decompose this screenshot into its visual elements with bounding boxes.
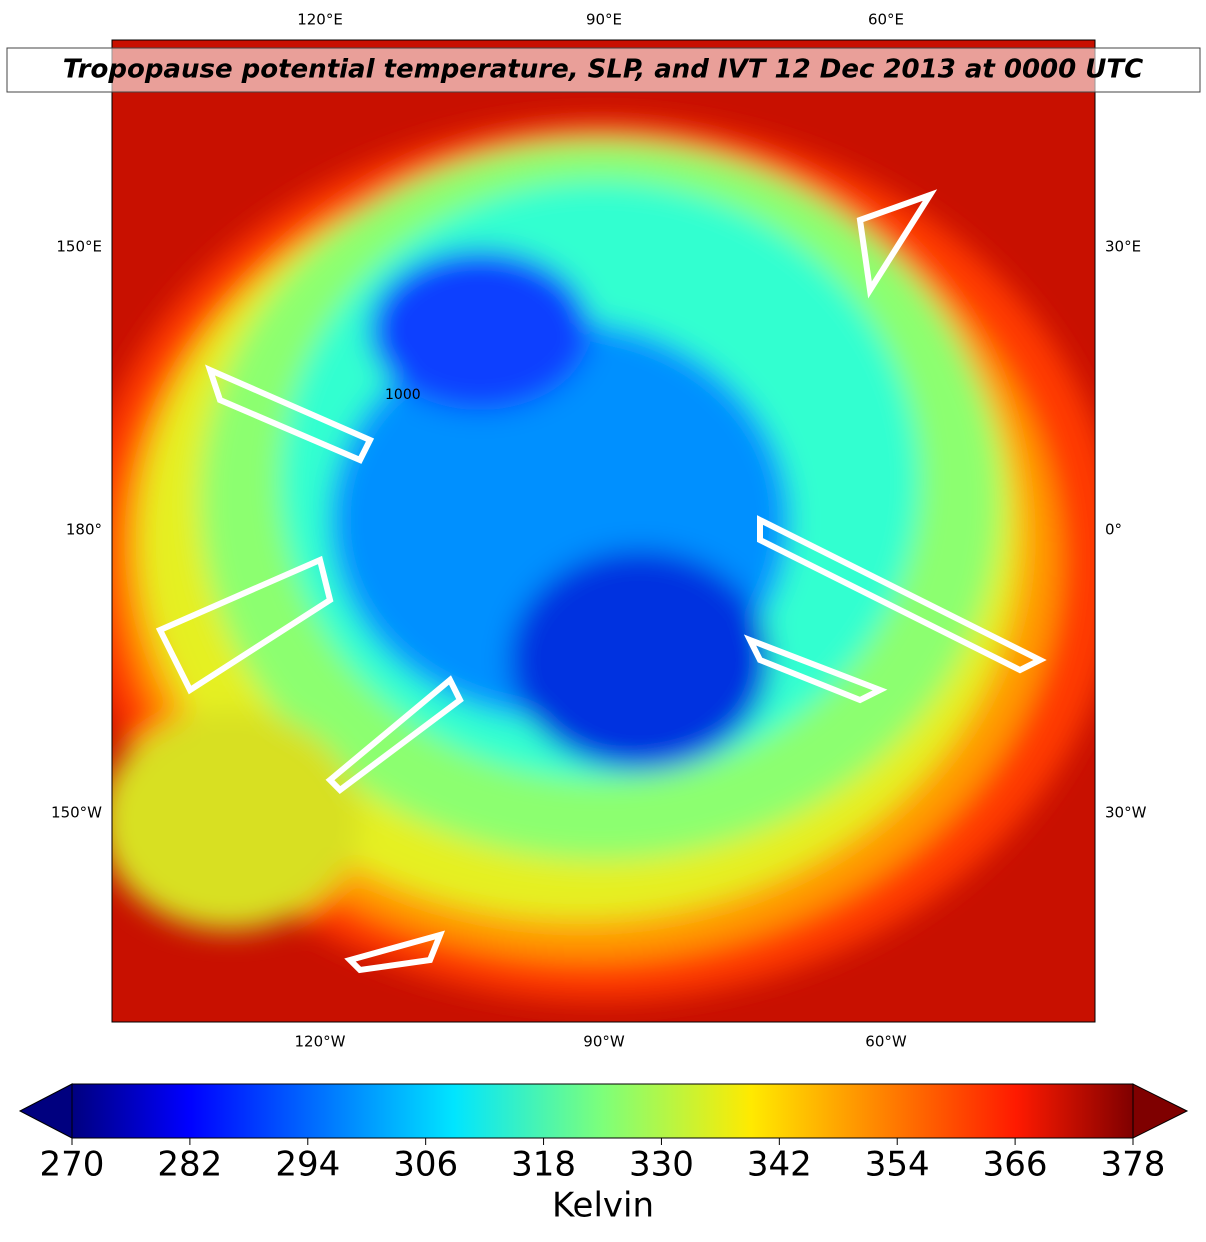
lon-label: 120°W <box>295 1033 346 1051</box>
colorbar-extend-high <box>1132 1083 1189 1139</box>
map-field: 1000 <box>112 40 1095 1022</box>
lon-label: 30°W <box>1105 804 1147 822</box>
map-frame <box>111 39 1096 1023</box>
lon-label: 30°E <box>1105 238 1141 256</box>
lon-label: 150°E <box>56 238 102 256</box>
lon-label: 0° <box>1105 521 1122 539</box>
tick-label: 306 <box>393 1145 458 1185</box>
tick-label: 342 <box>747 1145 812 1185</box>
contour-label: 1000 <box>385 387 421 403</box>
lon-label: 120°E <box>297 11 343 29</box>
title-box <box>6 47 1201 93</box>
tick-label: 378 <box>1101 1145 1166 1185</box>
lon-label: 60°W <box>865 1033 907 1051</box>
tick-label: 354 <box>865 1145 930 1185</box>
tick-label: 294 <box>275 1145 340 1185</box>
tick-label: 270 <box>40 1145 105 1185</box>
lon-label: 150°W <box>51 804 102 822</box>
tick-label: 318 <box>511 1145 576 1185</box>
lon-label: 90°W <box>583 1033 625 1051</box>
tick-label: 366 <box>983 1145 1048 1185</box>
lon-label: 90°E <box>586 11 622 29</box>
colorbar-label: Kelvin <box>552 1186 654 1226</box>
lon-label: 60°E <box>868 11 904 29</box>
lon-label: 180° <box>66 521 102 539</box>
colorbar-ticks: 270 282 294 306 318 330 342 354 366 378 <box>40 1138 1166 1185</box>
colorbar-extend-low <box>18 1083 73 1139</box>
colorbar <box>71 1083 1134 1139</box>
tick-label: 282 <box>157 1145 222 1185</box>
title: Tropopause potential temperature, SLP, a… <box>63 55 1143 85</box>
tick-label: 330 <box>629 1145 694 1185</box>
